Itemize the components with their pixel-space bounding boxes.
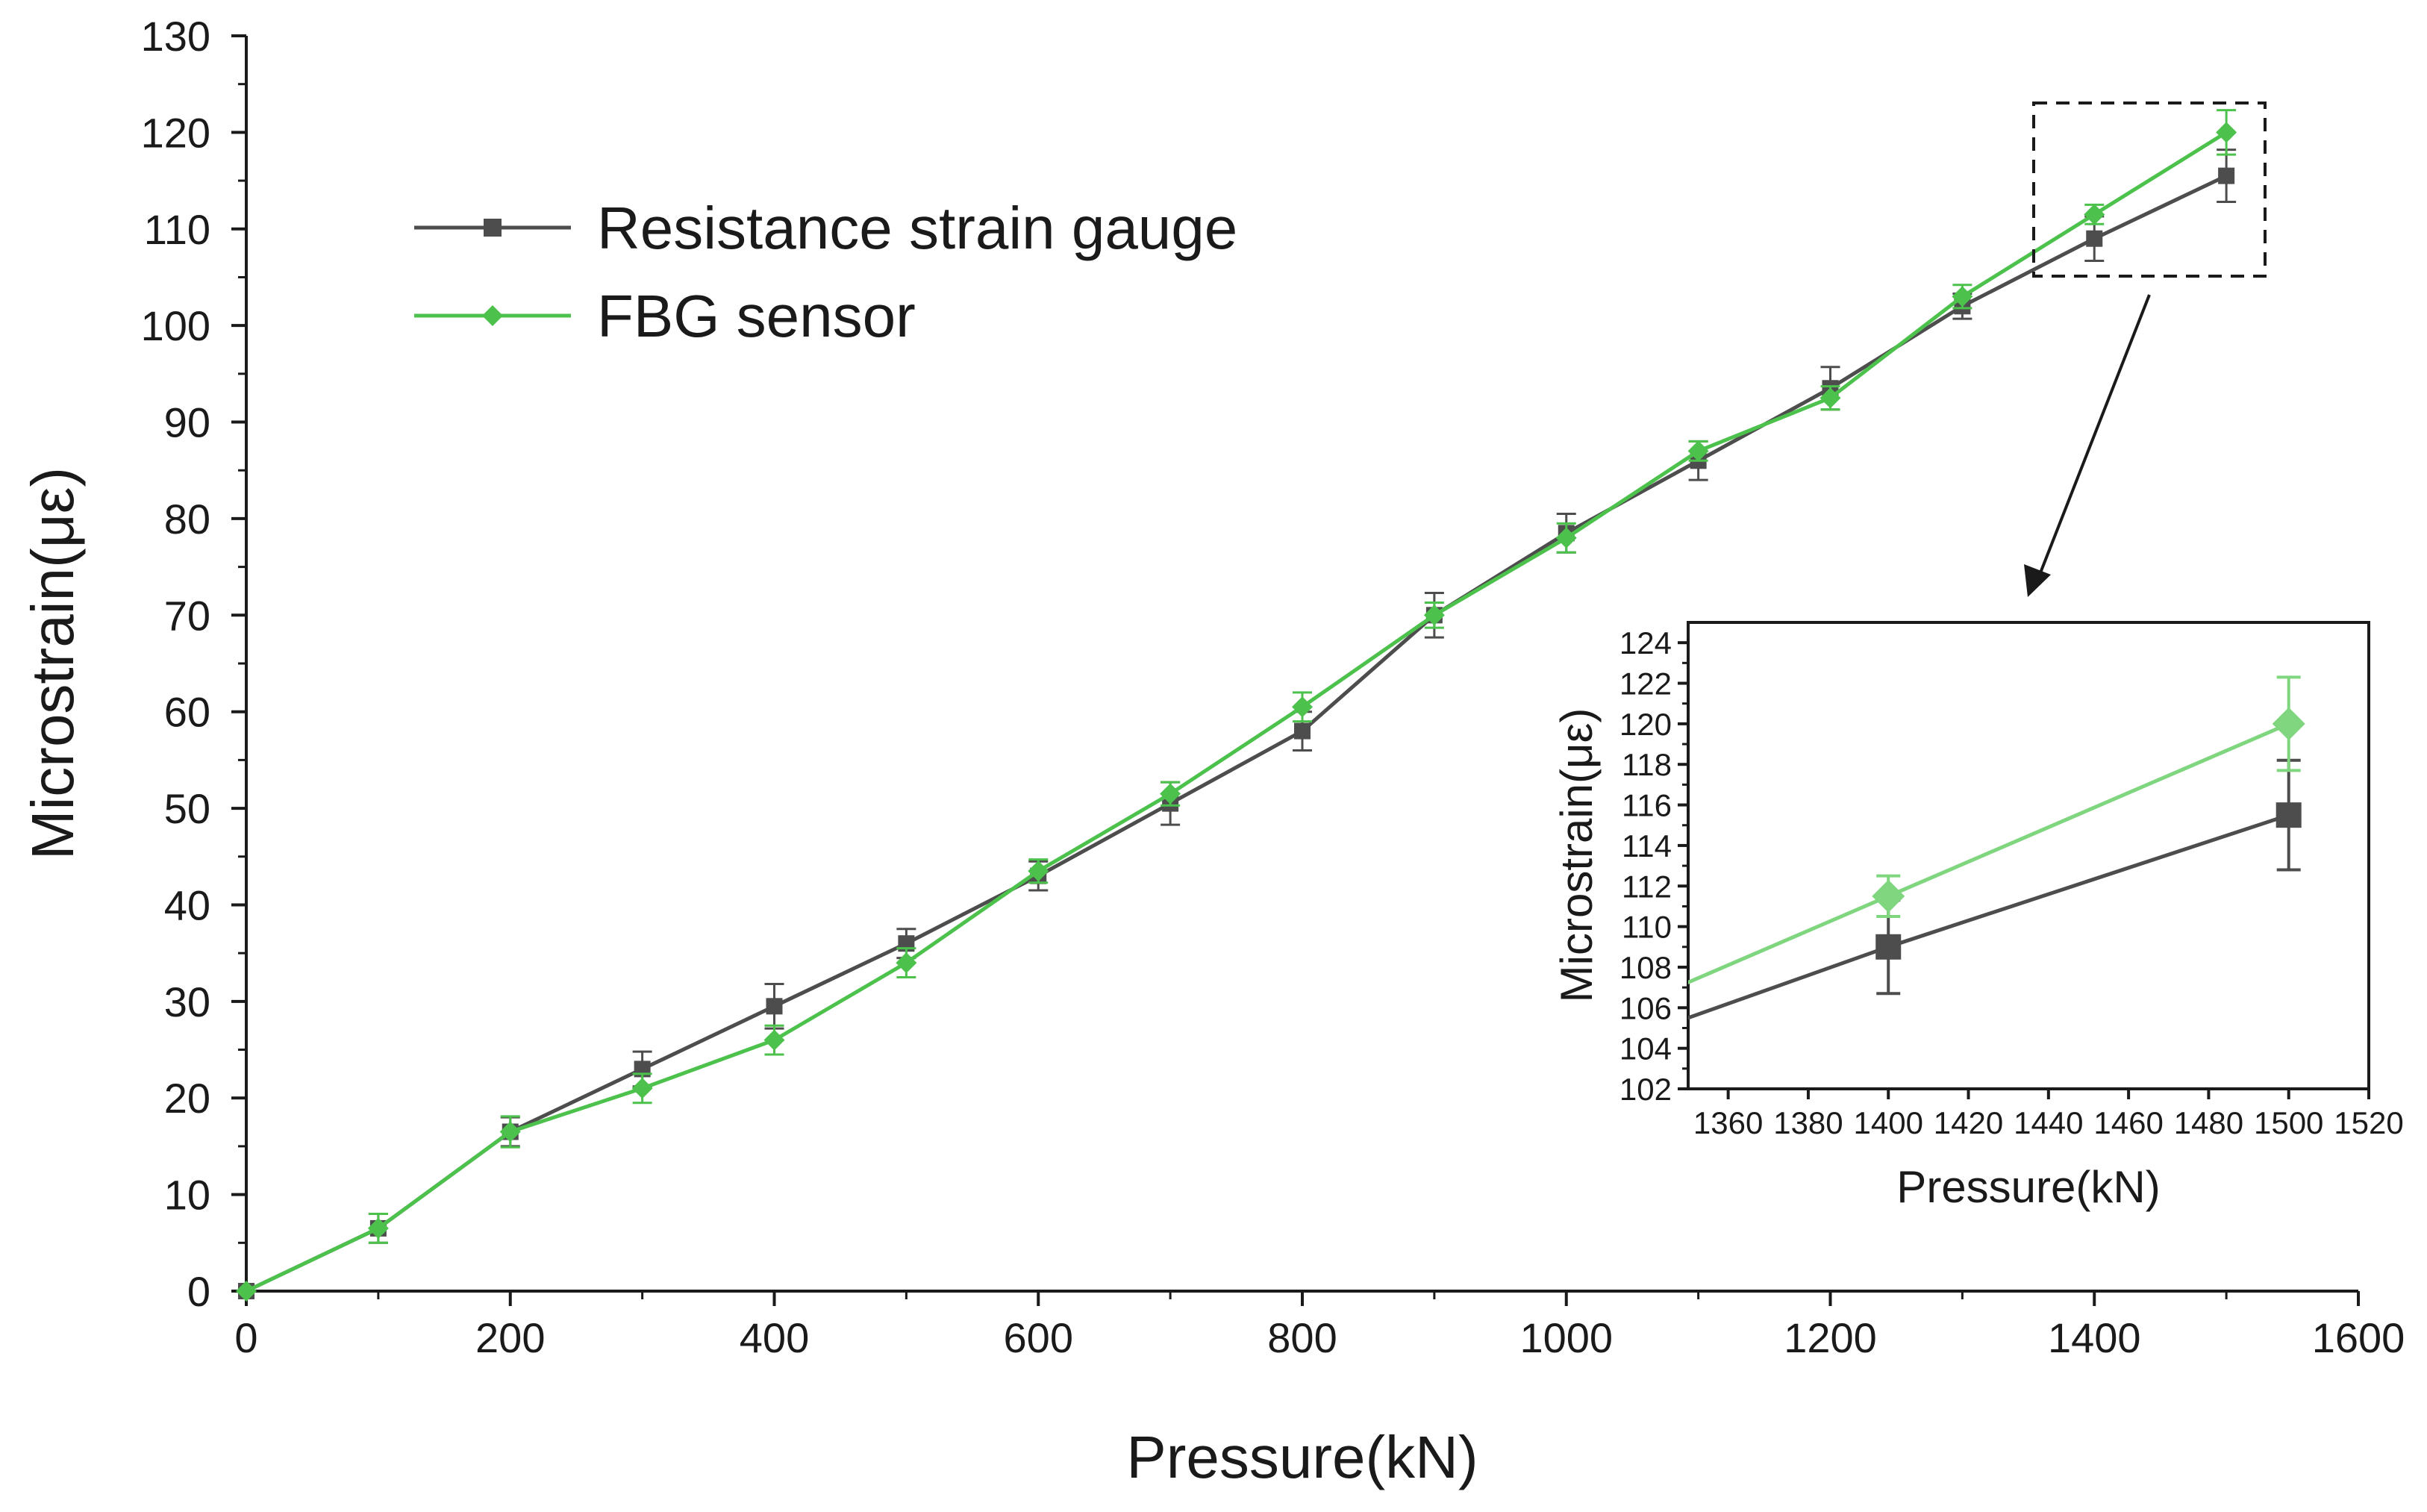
main-x-tick-label: 400 bbox=[740, 1314, 809, 1361]
inset-y-tick-label: 118 bbox=[1622, 747, 1672, 782]
main-x-tick-label: 0 bbox=[234, 1314, 257, 1361]
main-point-fbg bbox=[499, 1121, 521, 1143]
main-point-fbg bbox=[1160, 783, 1181, 805]
main-y-tick-label: 110 bbox=[144, 206, 210, 253]
legend-marker-fbg bbox=[482, 305, 503, 326]
main-point-fbg bbox=[2084, 204, 2105, 225]
inset-x-ticks: 1360 1380 1400 1420 1440 1460 1480 1500 1520 bbox=[1693, 1089, 2404, 1140]
inset-y-tick-label: 120 bbox=[1619, 707, 1672, 742]
main-x-axis-label: Pressure(kN) bbox=[1126, 1424, 1478, 1490]
main-x-tick-label: 800 bbox=[1267, 1314, 1337, 1361]
legend-marker-resistance bbox=[484, 219, 502, 237]
inset-y-tick-label: 106 bbox=[1619, 990, 1672, 1025]
main-y-axis-label: Microstrain(με) bbox=[19, 467, 86, 860]
inset-y-axis-label: Microstrain(με) bbox=[1552, 708, 1602, 1003]
main-point-fbg bbox=[367, 1217, 389, 1239]
main-line-fbg bbox=[245, 131, 2228, 1293]
main-point-fbg bbox=[1555, 527, 1577, 549]
main-point-fbg bbox=[631, 1078, 653, 1099]
inset-plot: 1360 1380 1400 1420 1440 1460 1480 1500 1520 102… bbox=[1552, 621, 2404, 1212]
zoom-region-box bbox=[2032, 101, 2267, 278]
inset-y-tick-label: 112 bbox=[1622, 869, 1672, 904]
main-y-tick-label: 40 bbox=[164, 881, 210, 928]
inset-y-tick-label: 104 bbox=[1619, 1031, 1672, 1066]
inset-x-tick-label: 1440 bbox=[2014, 1105, 2083, 1140]
inset-y-tick-label: 110 bbox=[1622, 910, 1672, 945]
inset-x-tick-label: 1480 bbox=[2174, 1105, 2243, 1140]
legend-label-resistance: Resistance strain gauge bbox=[597, 195, 1237, 261]
main-y-tick-label: 10 bbox=[164, 1172, 210, 1219]
main-y-tick-label: 130 bbox=[141, 13, 210, 60]
inset-x-tick-label: 1360 bbox=[1693, 1105, 1763, 1140]
main-point-fbg bbox=[763, 1029, 785, 1051]
main-point-fbg bbox=[2216, 122, 2237, 143]
inset-point-fbg bbox=[1872, 879, 1905, 913]
main-point-fbg bbox=[896, 952, 917, 974]
main-point-fbg bbox=[1028, 860, 1049, 882]
main-y-tick-label: 90 bbox=[164, 399, 210, 446]
inset-x-tick-label: 1520 bbox=[2334, 1105, 2403, 1140]
main-point-fbg bbox=[1820, 387, 1841, 409]
main-y-tick-label: 120 bbox=[141, 109, 210, 156]
main-y-ticks: 0 10 20 30 40 50 60 70 80 90 100 110 120 130 bbox=[141, 13, 246, 1315]
inset-point-fbg bbox=[2272, 707, 2305, 740]
main-y-tick-label: 20 bbox=[164, 1075, 210, 1122]
inset-y-tick-label: 116 bbox=[1622, 788, 1672, 823]
main-x-tick-label: 1200 bbox=[1784, 1314, 1877, 1361]
main-y-tick-label: 80 bbox=[164, 496, 210, 543]
inset-series-layer bbox=[1688, 675, 2305, 1020]
main-x-tick-label: 1000 bbox=[1519, 1314, 1613, 1361]
main-point-resistance bbox=[2218, 167, 2235, 184]
inset-frame bbox=[1687, 621, 2370, 1090]
inset-x-axis-label: Pressure(kN) bbox=[1896, 1162, 2160, 1212]
main-point-fbg bbox=[236, 1281, 257, 1302]
main-point-fbg bbox=[1292, 696, 1313, 718]
main-y-tick-label: 30 bbox=[164, 978, 210, 1025]
inset-y-tick-label: 124 bbox=[1619, 625, 1672, 660]
main-y-tick-label: 70 bbox=[164, 592, 210, 639]
main-x-ticks: 0 200 400 600 800 1000 1200 1400 1600 bbox=[234, 1291, 2405, 1361]
main-x-tick-label: 200 bbox=[475, 1314, 545, 1361]
main-point-fbg bbox=[1423, 605, 1445, 626]
main-point-fbg bbox=[1952, 286, 1973, 307]
main-y-tick-label: 100 bbox=[141, 302, 210, 349]
main-y-tick-label: 50 bbox=[164, 785, 210, 832]
legend-label-fbg: FBG sensor bbox=[597, 283, 916, 349]
main-series-layer bbox=[236, 109, 2237, 1302]
main-point-fbg bbox=[1687, 440, 1709, 462]
inset-x-tick-label: 1380 bbox=[1773, 1105, 1843, 1140]
main-x-tick-label: 1600 bbox=[2312, 1314, 2405, 1361]
main-y-tick-label: 0 bbox=[187, 1268, 210, 1315]
main-point-resistance bbox=[1294, 722, 1311, 740]
main-x-tick-label: 600 bbox=[1004, 1314, 1073, 1361]
inset-x-tick-label: 1500 bbox=[2254, 1105, 2323, 1140]
inset-y-tick-label: 122 bbox=[1619, 666, 1672, 702]
main-point-resistance bbox=[766, 998, 783, 1015]
inset-point-resistance bbox=[2275, 802, 2302, 828]
inset-y-tick-label: 114 bbox=[1622, 828, 1672, 863]
main-point-resistance bbox=[2086, 230, 2103, 247]
legend: Resistance strain gauge FBG sensor bbox=[414, 195, 1237, 349]
inset-point-resistance bbox=[1875, 934, 1902, 960]
inset-x-tick-label: 1460 bbox=[2093, 1105, 2163, 1140]
inset-y-tick-label: 102 bbox=[1619, 1072, 1672, 1107]
main-plot: 0 200 400 600 800 1000 1200 1400 1600 0 10 20 30 40 5… bbox=[19, 13, 2405, 1490]
main-x-tick-label: 1400 bbox=[2048, 1314, 2141, 1361]
inset-y-ticks: 102 104 106 108 110 112 114 116 118 120 122 124 bbox=[1619, 625, 1688, 1107]
main-y-tick-label: 60 bbox=[164, 689, 210, 736]
inset-y-tick-label: 108 bbox=[1619, 950, 1672, 985]
zoom-arrow-head bbox=[2024, 564, 2051, 597]
inset-x-tick-label: 1420 bbox=[1934, 1105, 2003, 1140]
zoom-arrow bbox=[2038, 294, 2151, 575]
inset-x-tick-label: 1400 bbox=[1854, 1105, 1923, 1140]
